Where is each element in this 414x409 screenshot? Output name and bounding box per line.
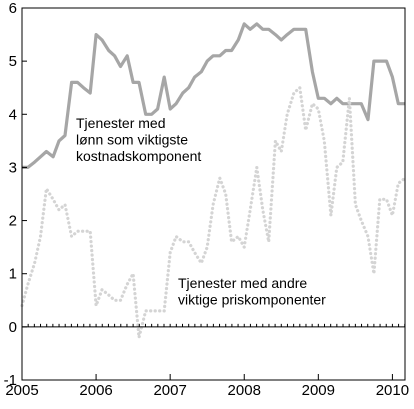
annotation-1-line: Tjenester med [76,115,165,131]
y-tick-label: 0 [9,319,17,336]
y-tick-label: -1 [4,372,17,389]
plot-frame [21,7,406,381]
y-tick-label: 6 [9,0,17,17]
y-tick-label: 5 [9,53,17,70]
y-tick-label: 3 [9,159,17,176]
series-line-2 [20,86,407,340]
y-tick-label: 2 [9,213,17,230]
x-tick-label: 2006 [79,382,112,399]
y-tick-label: 4 [9,106,17,123]
x-tick-label: 2010 [376,382,409,399]
x-tick-label: 2009 [302,382,335,399]
x-tick-label: 2007 [153,382,186,399]
annotation-1-line: lønn som viktigste [76,132,188,148]
annotation-2-line: viktige priskomponenter [178,292,326,308]
annotation-1-line: kostnadskomponent [76,148,201,164]
y-tick-label: 1 [9,266,17,283]
annotation-2-line: Tjenester med andre [178,275,307,291]
x-tick-label: 2005 [5,382,38,399]
series-line-1 [22,22,405,169]
x-tick-label: 2008 [228,382,261,399]
